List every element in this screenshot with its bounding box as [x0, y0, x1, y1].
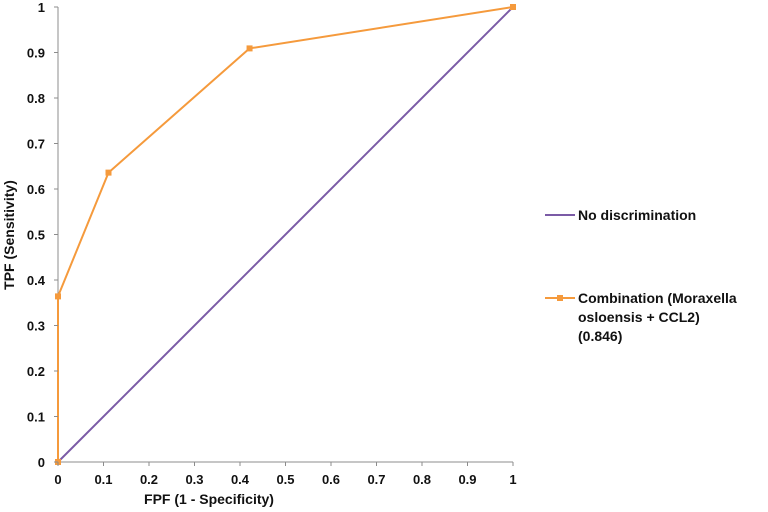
y-tick-label: 0 [38, 455, 45, 470]
x-tick-label: 0.1 [94, 472, 112, 487]
y-tick-label: 0.1 [27, 410, 45, 425]
x-tick-label: 0.7 [367, 472, 385, 487]
data-point [246, 45, 253, 52]
x-tick-label: 0.8 [413, 472, 431, 487]
legend: No discrimination Combination (Moraxella o… [545, 207, 737, 344]
series-line-1 [57, 6, 514, 463]
y-tick-label: 0.7 [27, 137, 45, 152]
x-axis-ticks: 0 0.1 0.2 0.3 0.4 0.5 0.6 0.7 0.8 0.9 1 [54, 462, 517, 487]
y-tick-label: 0.5 [27, 228, 45, 243]
x-tick-label: 1 [509, 472, 516, 487]
y-axis-title: TPF (Sensitivity) [1, 180, 17, 290]
legend-marker [557, 295, 563, 301]
x-tick-label: 0 [54, 472, 61, 487]
legend-label: Combination (Moraxella [578, 290, 737, 306]
x-tick-label: 0.9 [458, 472, 476, 487]
data-point [55, 293, 61, 300]
legend-label: osloensis + CCL2) [578, 309, 700, 325]
y-tick-label: 0.8 [27, 91, 45, 106]
data-point [105, 169, 112, 176]
x-tick-label: 0.3 [185, 472, 203, 487]
legend-label: (0.846) [578, 328, 622, 344]
x-tick-label: 0.2 [140, 472, 158, 487]
legend-label: No discrimination [578, 207, 696, 223]
y-tick-label: 0.6 [27, 182, 45, 197]
data-point [510, 4, 516, 10]
x-axis-title: FPF (1 - Specificity) [144, 491, 274, 507]
y-tick-label: 0.2 [27, 364, 45, 379]
y-tick-label: 1 [38, 0, 45, 15]
x-tick-label: 0.6 [322, 472, 340, 487]
x-tick-label: 0.5 [276, 472, 294, 487]
x-tick-label: 0.4 [231, 472, 250, 487]
y-tick-label: 0.3 [27, 319, 45, 334]
plot-area [55, 4, 516, 465]
y-tick-label: 0.4 [27, 273, 46, 288]
y-tick-label: 0.9 [27, 46, 45, 61]
y-axis-ticks: 0 0.1 0.2 0.3 0.4 0.5 0.6 0.7 0.8 0.9 1 [27, 0, 58, 470]
